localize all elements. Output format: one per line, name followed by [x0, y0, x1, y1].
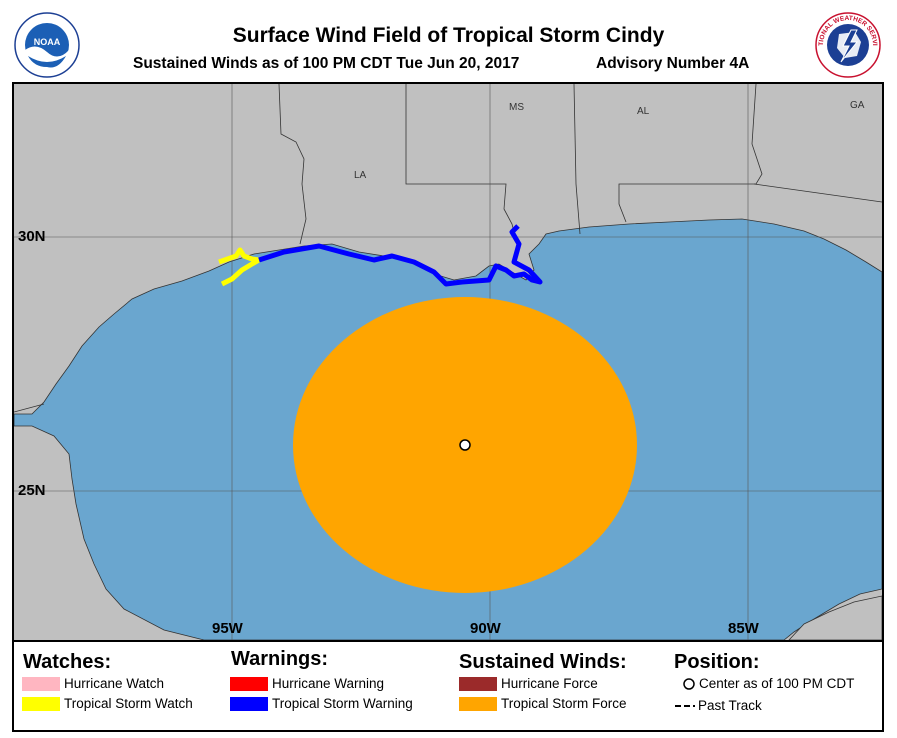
- storm-center-marker: [459, 439, 471, 451]
- page-title: Surface Wind Field of Tropical Storm Cin…: [232, 24, 665, 47]
- legend-tropical-storm-watch: Tropical Storm Watch: [22, 696, 193, 711]
- state-label-la: LA: [354, 170, 367, 181]
- legend-center-position: Center as of 100 PM CDT: [682, 676, 854, 691]
- tropical-storm-force-swatch: [459, 696, 497, 711]
- legend-winds-heading: Sustained Winds:: [459, 651, 627, 673]
- state-label-ga: GA: [850, 100, 865, 111]
- hurricane-force-swatch: [459, 676, 497, 691]
- legend-center-label: Center as of 100 PM CDT: [699, 676, 855, 691]
- legend-hurricane-force: Hurricane Force: [459, 676, 598, 691]
- legend-warnings-heading: Warnings:: [231, 648, 329, 670]
- legend-hurricane-warning: Hurricane Warning: [230, 676, 384, 691]
- legend-past-track-label: Past Track: [698, 698, 762, 713]
- legend-watches-heading: Watches:: [23, 651, 112, 673]
- legend-tropical-storm-force-label: Tropical Storm Force: [501, 696, 627, 711]
- tropical-storm-watch-coast: [218, 247, 262, 287]
- longitude-label-90w: 90W: [470, 620, 501, 637]
- subtitle: Sustained Winds as of 100 PM CDT Tue Jun…: [133, 55, 520, 72]
- tropical-storm-watch-swatch: [22, 696, 60, 711]
- legend-tropical-storm-warning-label: Tropical Storm Warning: [272, 696, 413, 711]
- legend-tropical-storm-warning: Tropical Storm Warning: [230, 696, 413, 711]
- legend-tropical-storm-watch-label: Tropical Storm Watch: [64, 696, 193, 711]
- legend-hurricane-warning-label: Hurricane Warning: [272, 676, 385, 691]
- state-boundaries: [14, 84, 882, 413]
- tropical-storm-warning-coast: [258, 224, 543, 287]
- noaa-logo: NOAA: [14, 12, 80, 78]
- legend-hurricane-watch: Hurricane Watch: [22, 676, 164, 691]
- tropical-storm-warning-swatch: [230, 696, 268, 711]
- longitude-label-95w: 95W: [212, 620, 243, 637]
- legend-tropical-storm-force: Tropical Storm Force: [459, 696, 627, 711]
- map-svg: [14, 84, 882, 640]
- map-panel: MS AL GA LA 30N 25N 95W 90W 85W: [12, 82, 884, 642]
- noaa-logo-text: NOAA: [34, 37, 61, 47]
- advisory-number: Advisory Number 4A: [596, 55, 750, 72]
- dashed-line-icon: [675, 704, 695, 707]
- nws-logo: NATIONAL WEATHER SERVICE: [813, 7, 881, 78]
- legend-position-heading: Position:: [674, 651, 760, 673]
- longitude-label-85w: 85W: [728, 620, 759, 637]
- center-circle-icon: [683, 677, 695, 690]
- legend-panel: Watches: Hurricane Watch Tropical Storm …: [12, 642, 884, 732]
- state-label-ms: MS: [509, 102, 524, 113]
- hurricane-watch-swatch: [22, 676, 60, 691]
- legend-past-track: Past Track: [674, 698, 762, 713]
- legend-hurricane-force-label: Hurricane Force: [501, 676, 598, 691]
- state-label-al: AL: [637, 106, 650, 117]
- hurricane-warning-swatch: [230, 676, 268, 691]
- legend-hurricane-watch-label: Hurricane Watch: [64, 676, 165, 691]
- latitude-label-25n: 25N: [18, 482, 46, 499]
- latitude-label-30n: 30N: [18, 228, 46, 245]
